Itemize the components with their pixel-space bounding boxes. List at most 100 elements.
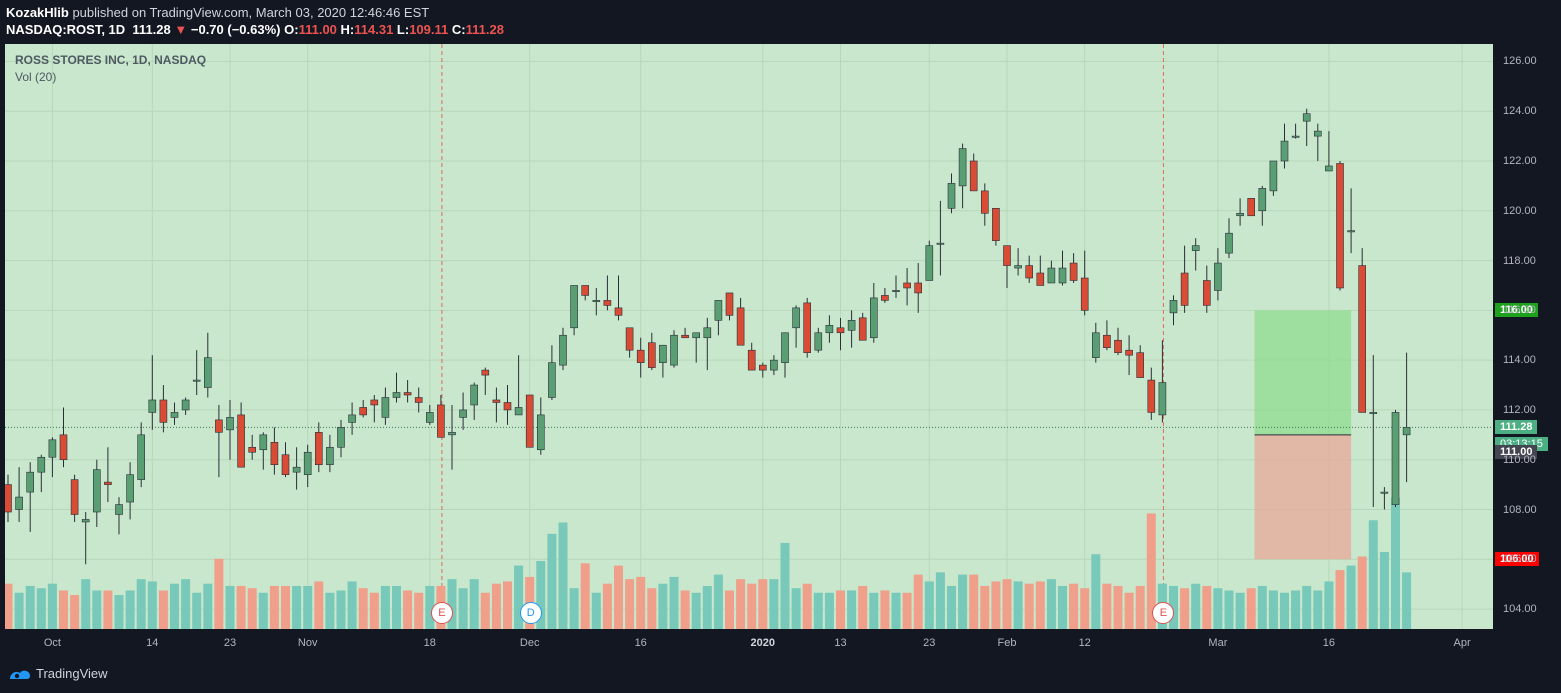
close-label: C:: [451, 22, 466, 37]
volume-bar: [1135, 585, 1145, 629]
high-label: H:: [340, 22, 355, 37]
candle-up: [337, 427, 345, 448]
candle-down: [370, 399, 379, 406]
candle-up: [792, 307, 800, 329]
volume-bar: [1379, 551, 1389, 629]
publish-info: KozakHlib published on TradingView.com, …: [6, 5, 429, 20]
volume-bar: [891, 592, 901, 629]
tradingview-brand[interactable]: TradingView: [8, 666, 108, 681]
candle-up: [470, 384, 479, 406]
volume-bar: [1402, 572, 1412, 629]
volume-bar: [991, 581, 1001, 629]
time-tick-label: 2020: [750, 637, 776, 649]
candle-up: [570, 285, 578, 329]
candle-down: [1247, 198, 1255, 217]
volume-bar: [758, 579, 768, 629]
candle-up: [559, 334, 567, 366]
candle-up: [26, 471, 35, 493]
candle-down: [758, 364, 767, 371]
volume-bar: [1091, 554, 1101, 629]
volume-bar: [747, 583, 757, 629]
candle-up: [947, 183, 956, 209]
volume-bar: [369, 592, 379, 629]
earnings-marker-label: E: [438, 607, 446, 619]
candle-up: [126, 474, 134, 503]
price-axis[interactable]: 116.00 111.28 03:13:15 111.00 106.00 104…: [1493, 44, 1561, 629]
candle-up: [925, 245, 934, 281]
time-tick-label: 23: [223, 637, 237, 649]
volume-bar: [403, 590, 413, 629]
volume-bar: [1035, 581, 1045, 629]
candle-down: [159, 399, 168, 423]
chart-pane[interactable]: ROSS STORES INC, 1D, NASDAQ Vol (20) E D…: [5, 44, 1493, 629]
time-tick-label: Dec: [519, 637, 540, 649]
volume-bar: [236, 585, 246, 629]
time-tick-label: 14: [146, 637, 159, 649]
candle-up: [204, 357, 212, 388]
candle-down: [647, 342, 656, 368]
volume-bar: [81, 579, 91, 629]
candle-up: [781, 332, 789, 363]
candle-down: [969, 160, 978, 192]
target-price-label: 116.00: [1495, 303, 1539, 318]
candle-down: [836, 327, 845, 334]
candle-up: [1236, 212, 1244, 217]
candle-up: [1047, 267, 1056, 284]
candle-up: [192, 379, 201, 382]
last-price: 111.28: [132, 22, 171, 37]
candle-down: [414, 397, 423, 403]
volume-bar: [125, 590, 135, 629]
candle-up: [869, 297, 878, 339]
volume-bar: [1335, 570, 1345, 629]
volume-bar: [947, 585, 956, 629]
candle-up: [15, 496, 23, 510]
volume-indicator-label[interactable]: Vol (20): [15, 70, 57, 84]
candle-down: [1080, 277, 1089, 311]
price-tick-label: 112.00: [1503, 403, 1536, 416]
time-axis[interactable]: Oct 14 23 Nov 18 Dec 16 2020 13 23 Feb 12 Mar 16 Apr: [5, 629, 1493, 656]
volume-bar: [791, 588, 801, 629]
earnings-marker[interactable]: E: [430, 602, 453, 624]
candle-down: [1203, 280, 1211, 306]
volume-bar: [303, 585, 313, 629]
volume-bar: [1146, 513, 1156, 629]
volume-bar: [1246, 588, 1256, 629]
candlestick-plot[interactable]: [5, 44, 1493, 629]
candle-up: [714, 300, 723, 321]
candle-up: [448, 432, 456, 436]
volume-bar: [958, 574, 968, 629]
volume-bar: [1046, 579, 1056, 629]
time-tick-label: 13: [834, 637, 847, 649]
volume-bar: [536, 561, 546, 629]
dividend-marker-label: D: [526, 607, 535, 619]
candle-up: [425, 412, 434, 423]
candle-up: [548, 362, 556, 398]
time-tick-label: Feb: [997, 637, 1017, 649]
volume-bar: [1169, 585, 1178, 629]
candle-down: [1125, 349, 1133, 356]
volume-bar: [1235, 592, 1245, 629]
candle-down: [1358, 265, 1366, 413]
dividend-marker[interactable]: D: [519, 602, 542, 624]
candle-up: [1214, 262, 1222, 291]
candle-down: [314, 432, 323, 466]
earnings-marker[interactable]: E: [1152, 602, 1175, 624]
candle-up: [936, 242, 945, 245]
low-label: L:: [396, 22, 410, 37]
candle-up: [670, 334, 678, 366]
candle-up: [303, 451, 312, 475]
price-tick-label: 110.00: [1503, 453, 1536, 466]
candle-up: [1380, 491, 1389, 494]
candle-up: [592, 300, 601, 302]
volume-bar: [836, 590, 845, 629]
volume-bar: [913, 574, 923, 629]
volume-bar: [802, 583, 812, 629]
candle-down: [1003, 245, 1011, 266]
tradingview-logo-icon: [10, 670, 30, 679]
volume-bar: [858, 585, 868, 629]
volume-bar: [469, 579, 479, 629]
candle-down: [1114, 339, 1122, 353]
candle-up: [1347, 230, 1355, 233]
author-name[interactable]: KozakHlib: [6, 5, 69, 20]
candle-down: [603, 300, 612, 306]
